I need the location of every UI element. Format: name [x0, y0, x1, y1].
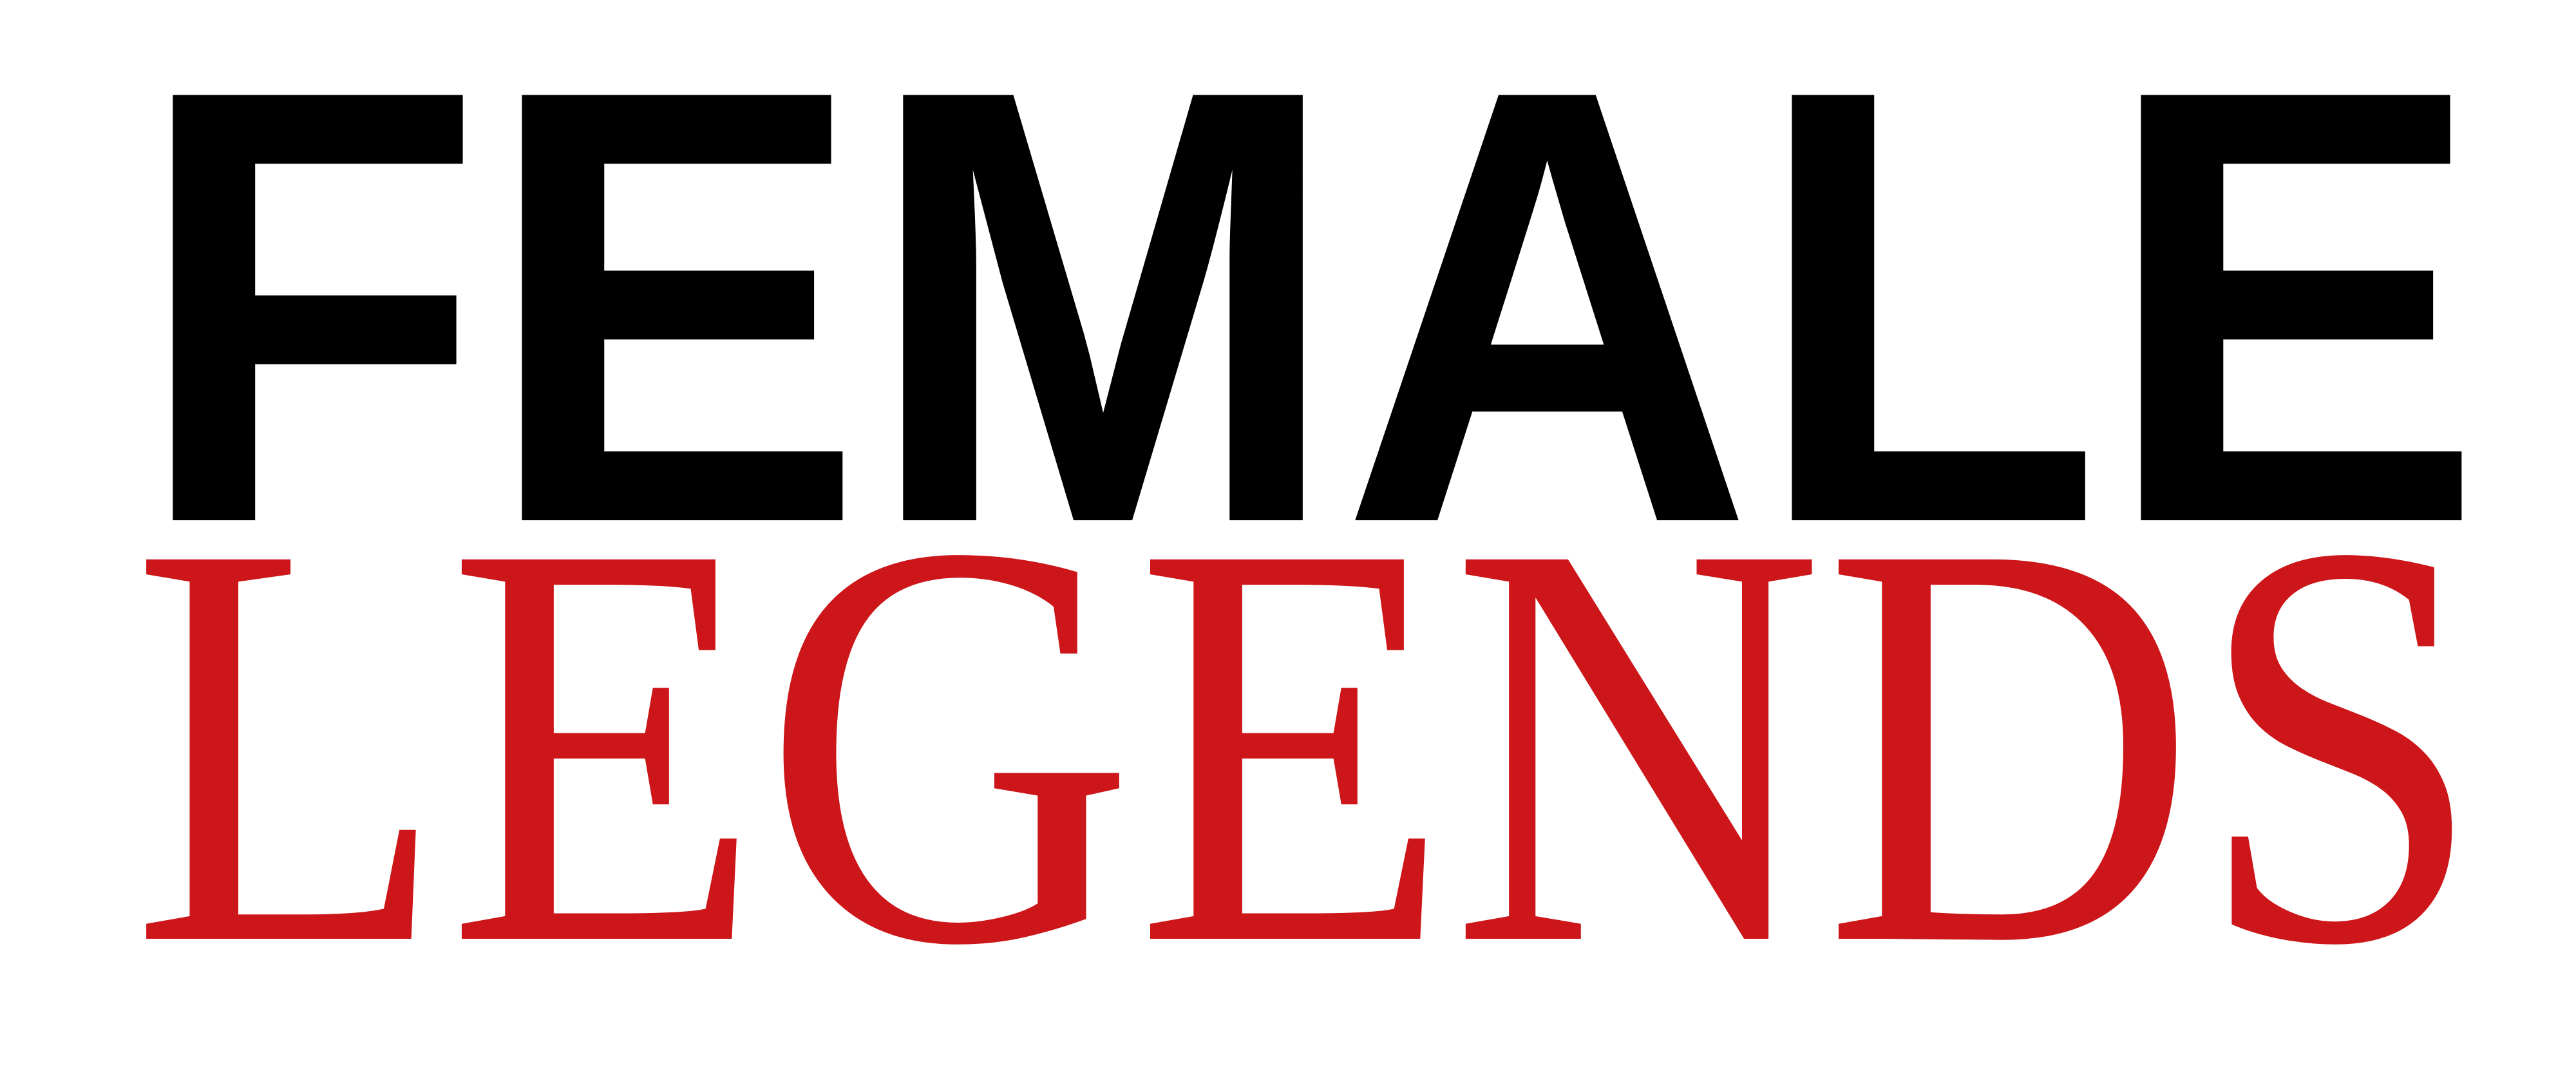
logo-line-2: LEGENDS	[131, 422, 2484, 1064]
logo-line-1: FEMALE	[135, 0, 2484, 652]
